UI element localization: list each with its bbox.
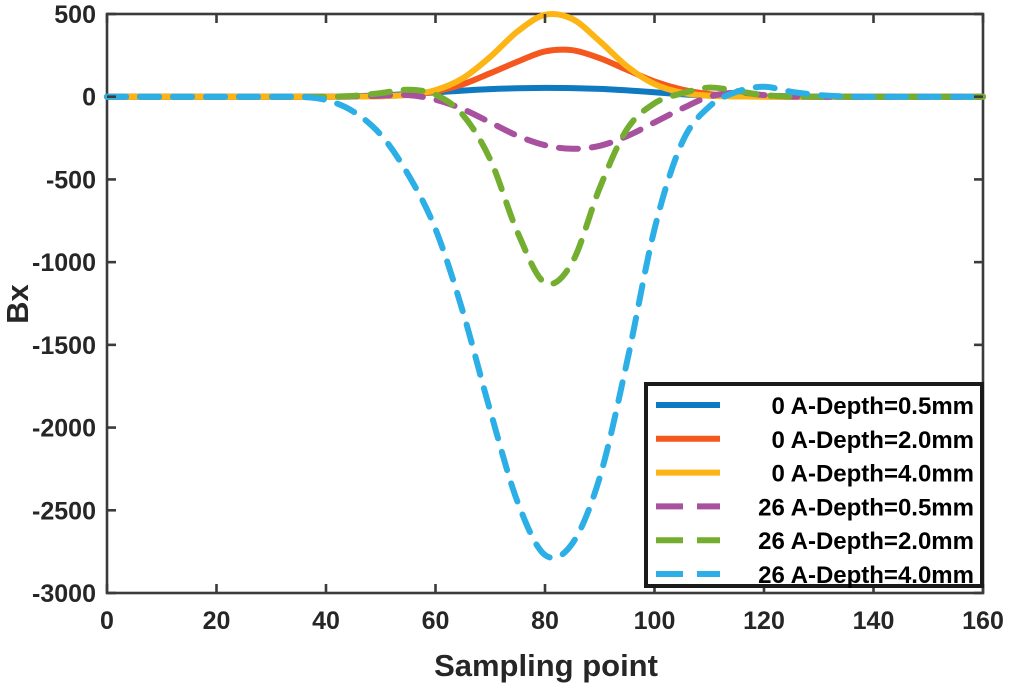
y-tick-label: -3000 — [32, 580, 96, 608]
legend-box: 0 A-Depth=0.5mm 0 A-Depth=2.0mm 0 A-Depth=… — [644, 382, 984, 589]
x-tick-label: 100 — [634, 607, 676, 635]
y-tick-label: -1500 — [32, 332, 96, 360]
y-axis-title: Bx — [0, 283, 35, 323]
series-line-2 — [104, 10, 986, 100]
x-axis-title: Sampling point — [434, 648, 658, 683]
legend-frame — [644, 382, 984, 588]
x-tick-label: 80 — [531, 607, 559, 635]
x-tick-label: 20 — [203, 607, 231, 635]
x-tick-label: 60 — [422, 607, 450, 635]
legend-label-2: 0 A-Depth=4.0mm — [772, 461, 975, 488]
legend-label-5: 26 A-Depth=4.0mm — [758, 562, 974, 589]
series-lines — [104, 10, 986, 561]
y-tick-label: 500 — [54, 1, 96, 29]
y-tick-label: 0 — [82, 84, 96, 112]
legend-label-0: 0 A-Depth=0.5mm — [772, 393, 975, 420]
series-line-5 — [104, 83, 986, 561]
series-line-4 — [104, 84, 986, 287]
legend-label-1: 0 A-Depth=2.0mm — [772, 427, 975, 454]
legend-label-3: 26 A-Depth=0.5mm — [758, 494, 974, 521]
y-tick-label: -500 — [46, 166, 96, 194]
x-tick-label: 140 — [853, 607, 895, 635]
legend-label-4: 26 A-Depth=2.0mm — [758, 528, 974, 555]
y-tick-label: -2000 — [32, 415, 96, 443]
series-line-3 — [104, 89, 986, 152]
x-tick-label: 40 — [312, 607, 340, 635]
axis-tick-labels: 0 20 40 60 80 100 120 140 160 500 0 -500 -1000 -1500 -… — [32, 1, 1004, 635]
x-tick-label: 160 — [962, 607, 1004, 635]
y-tick-label: -2500 — [32, 497, 96, 525]
x-tick-label: 120 — [743, 607, 785, 635]
x-tick-label: 0 — [100, 607, 114, 635]
y-tick-label: -1000 — [32, 249, 96, 277]
